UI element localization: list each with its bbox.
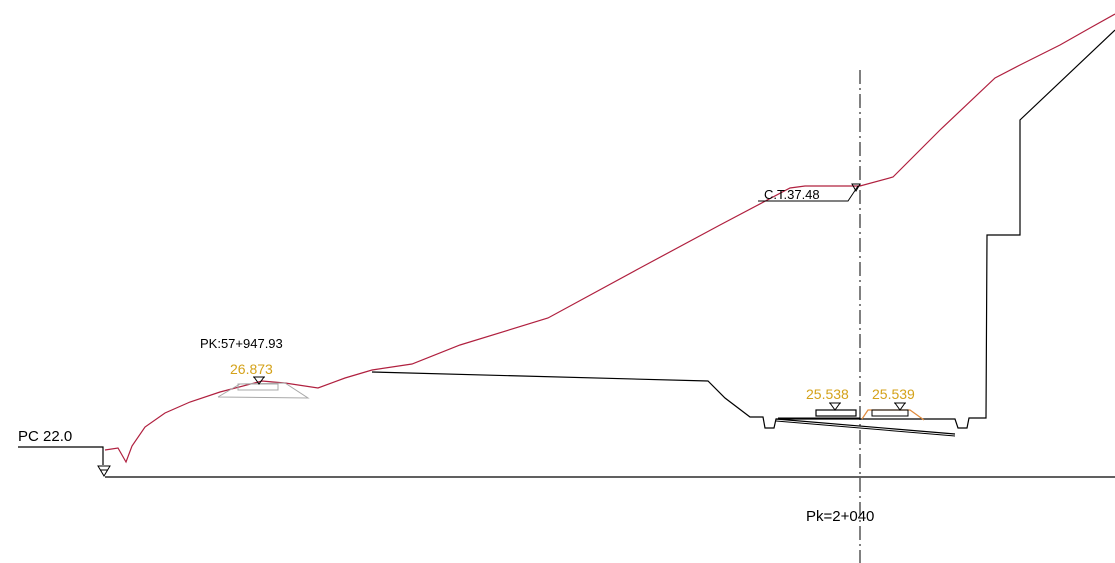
mid-pad — [815, 402, 857, 417]
right-pad — [861, 402, 925, 421]
level-right-label: 25.539 — [872, 386, 915, 402]
platform-outline — [371, 29, 1115, 429]
datum-level-marker — [97, 465, 111, 477]
track-bed — [775, 417, 956, 437]
reference-level-line — [18, 446, 104, 465]
left-ghost-pad — [217, 376, 310, 399]
level-mid-label: 25.538 — [806, 386, 849, 402]
terrain-profile — [104, 13, 1115, 464]
reference-level-label: PC 22.0 — [18, 428, 72, 445]
station-label: Pk=2+040 — [806, 508, 874, 525]
level-left-label: 26.873 — [230, 361, 273, 377]
pk-point-label: PK:57+947.93 — [200, 336, 283, 351]
ct-marker — [758, 183, 861, 202]
ct-level-label: C.T.37.48 — [764, 187, 820, 202]
